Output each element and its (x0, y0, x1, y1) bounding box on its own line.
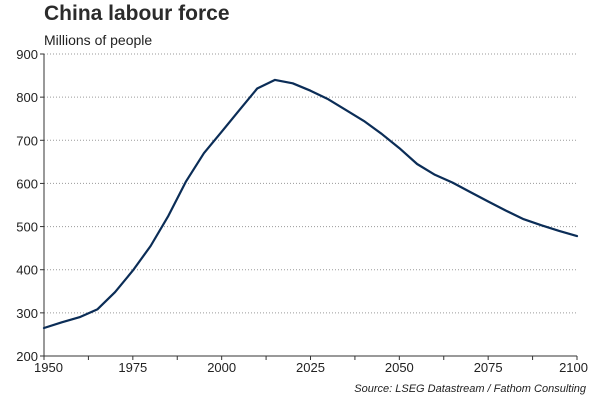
y-tick-label: 700 (16, 133, 38, 148)
y-tick-labels: 200 300 400 500 600 700 800 900 (16, 47, 44, 364)
series-group (42, 78, 579, 330)
chart-subtitle: Millions of people (44, 32, 153, 48)
y-tick-label: 200 (16, 349, 38, 364)
x-tick-label: 2050 (385, 360, 414, 375)
y-tick-label: 600 (16, 176, 38, 191)
source-note: Source: LSEG Datastream / Fathom Consult… (354, 383, 586, 395)
x-tick-label: 2100 (559, 360, 588, 375)
x-tick-label: 1975 (118, 360, 147, 375)
y-tick-label: 900 (16, 47, 38, 62)
x-tick-label: 2000 (207, 360, 236, 375)
series-line (42, 78, 579, 330)
chart-title: China labour force (44, 2, 230, 25)
x-tick-labels: 1950 1975 2000 2025 2050 2075 2100 (34, 356, 588, 375)
y-tick-label: 800 (16, 90, 38, 105)
gridlines (44, 53, 577, 314)
x-tick-label: 2025 (296, 360, 325, 375)
x-tick-label: 2075 (474, 360, 503, 375)
y-tick-label: 400 (16, 263, 38, 278)
y-tick-label: 500 (16, 220, 38, 235)
y-tick-label: 300 (16, 306, 38, 321)
x-tick-label: 1950 (34, 360, 63, 375)
